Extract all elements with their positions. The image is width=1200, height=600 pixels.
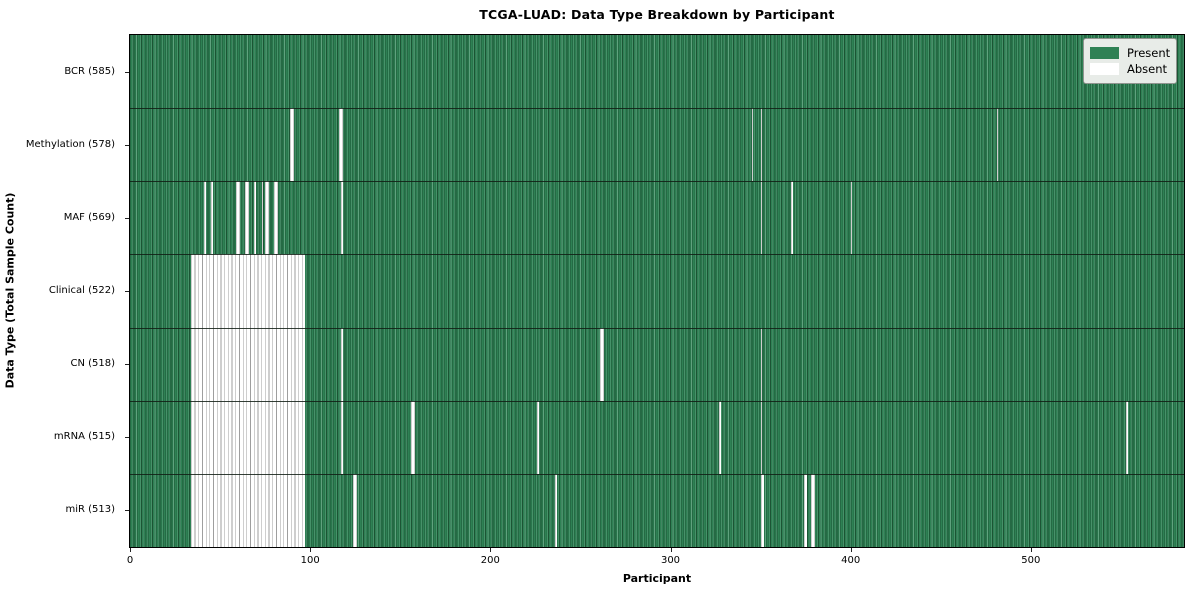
absent-stripe bbox=[353, 473, 357, 547]
absent-stripe bbox=[236, 181, 240, 255]
x-tick-mark bbox=[670, 548, 672, 552]
absent-stripe bbox=[555, 473, 557, 547]
absent-stripe bbox=[760, 327, 763, 401]
absent-stripe bbox=[803, 473, 808, 547]
x-tick-mark bbox=[130, 548, 131, 552]
heatmap-row-cn bbox=[130, 327, 1184, 401]
absent-stripe bbox=[191, 400, 305, 474]
absent-stripe bbox=[191, 254, 305, 328]
heatmap-row-clinical bbox=[130, 254, 1184, 328]
x-tick-label: 100 bbox=[300, 555, 320, 566]
x-tick-label: 400 bbox=[841, 555, 861, 566]
absent-stripe bbox=[600, 327, 604, 401]
y-tick-mark bbox=[125, 510, 129, 512]
chart-title: TCGA-LUAD: Data Type Breakdown by Partic… bbox=[479, 7, 835, 22]
y-tick-label-maf: MAF (569) bbox=[63, 211, 115, 223]
x-tick-mark bbox=[490, 548, 492, 552]
row-separator bbox=[130, 108, 1184, 110]
absent-stripe bbox=[760, 181, 763, 255]
heatmap-row-mir bbox=[130, 473, 1184, 547]
legend-item-absent: Absent bbox=[1090, 62, 1169, 76]
row-separator bbox=[130, 400, 1184, 402]
absent-stripe bbox=[203, 181, 206, 255]
absent-stripe bbox=[751, 108, 754, 182]
heatmap-row-maf bbox=[130, 181, 1184, 255]
absent-stripe bbox=[760, 473, 765, 547]
absent-stripe bbox=[191, 327, 305, 401]
row-separator bbox=[130, 327, 1184, 329]
legend-swatch-absent bbox=[1090, 63, 1119, 75]
absent-stripe bbox=[340, 327, 343, 401]
y-tick-label-mir: miR (513) bbox=[65, 504, 115, 516]
legend: Present Absent bbox=[1083, 38, 1177, 84]
x-axis-label: Participant bbox=[622, 572, 692, 585]
plot-area bbox=[129, 34, 1185, 548]
absent-stripe bbox=[340, 400, 343, 474]
absent-stripe bbox=[719, 400, 721, 474]
y-tick-mark bbox=[125, 364, 129, 366]
absent-stripe bbox=[274, 181, 278, 255]
absent-stripe bbox=[791, 181, 794, 255]
absent-stripe bbox=[245, 181, 249, 255]
row-separator bbox=[130, 473, 1184, 475]
y-tick-label-cn: CN (518) bbox=[70, 358, 115, 370]
absent-stripe bbox=[760, 108, 763, 182]
absent-stripe bbox=[338, 108, 343, 182]
y-tick-label-bcr: BCR (585) bbox=[64, 65, 115, 77]
absent-stripe bbox=[850, 181, 853, 255]
x-tick-label: 0 bbox=[126, 555, 134, 566]
y-tick-mark bbox=[125, 291, 129, 292]
row-separator bbox=[130, 181, 1184, 183]
x-tick-mark bbox=[850, 548, 852, 552]
absent-stripe bbox=[537, 400, 539, 474]
absent-stripe bbox=[760, 400, 763, 474]
legend-item-present: Present bbox=[1090, 46, 1171, 60]
heatmap-row-methylation bbox=[130, 108, 1184, 182]
row-separator bbox=[130, 254, 1184, 256]
x-tick-mark bbox=[310, 548, 312, 552]
absent-stripe bbox=[191, 473, 305, 547]
x-tick-label: 500 bbox=[1021, 555, 1041, 566]
y-tick-label-clinical: Clinical (522) bbox=[48, 285, 115, 296]
heatmap-row-bcr bbox=[130, 35, 1184, 109]
legend-swatch-present bbox=[1090, 47, 1119, 59]
absent-stripe bbox=[265, 181, 269, 255]
heatmap-row-mrna bbox=[130, 400, 1184, 474]
y-tick-mark bbox=[125, 144, 129, 146]
absent-stripe bbox=[811, 473, 815, 547]
x-tick-label: 200 bbox=[480, 555, 500, 566]
absent-stripe bbox=[290, 108, 294, 182]
y-tick-label-methylation: Methylation (578) bbox=[25, 138, 115, 150]
absent-stripe bbox=[1126, 400, 1129, 474]
y-tick-label-mrna: mRNA (515) bbox=[53, 431, 115, 443]
y-tick-mark bbox=[125, 71, 129, 73]
legend-label: Absent bbox=[1127, 62, 1168, 76]
absent-stripe bbox=[411, 400, 415, 474]
x-tick-label: 300 bbox=[660, 555, 681, 566]
y-tick-mark bbox=[125, 437, 129, 439]
absent-stripe bbox=[254, 181, 257, 255]
legend-label: Present bbox=[1127, 46, 1171, 60]
absent-stripe bbox=[211, 181, 213, 255]
y-tick-mark bbox=[125, 217, 129, 219]
absent-stripe bbox=[340, 181, 343, 255]
absent-stripe bbox=[261, 181, 264, 255]
absent-stripe bbox=[996, 108, 999, 182]
x-tick-mark bbox=[1030, 548, 1032, 552]
